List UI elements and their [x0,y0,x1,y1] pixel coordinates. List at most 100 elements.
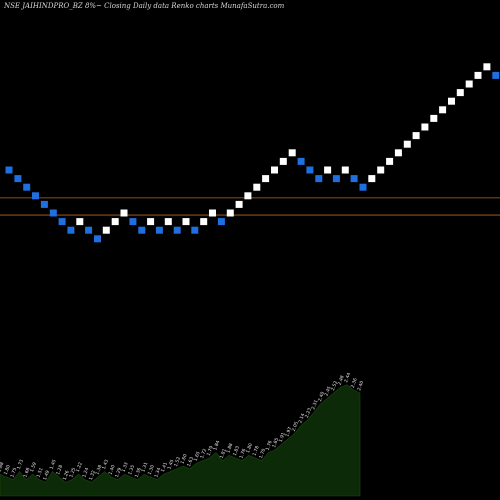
volume-label: 1.76 [238,448,247,460]
volume-label: 1.84 [212,440,221,452]
volume-label: 1.28 [55,464,64,476]
renko-brick-down [359,183,367,191]
volume-label: 2.05 [291,421,300,433]
volume-label: 1.83 [232,445,241,457]
renko-brick-down [217,218,225,226]
volume-label: 1.31 [140,461,149,473]
renko-brick-up [253,183,261,191]
renko-brick-down [32,192,39,200]
volume-area [0,384,361,497]
renko-brick-up [120,209,128,217]
volume-label: 1.43 [101,459,110,471]
volume-label: 2.44 [343,372,352,384]
renko-brick-down [49,209,57,217]
volume-label: 2.52 [330,380,339,392]
volume-label: 1.63 [186,456,195,468]
renko-brick-up [483,63,491,71]
volume-label: 1.59 [29,461,38,473]
volume-label: 1.49 [42,470,51,482]
volume-label: 2.48 [337,375,346,387]
volume-label: 2.14 [297,413,306,425]
volume-label: 2.36 [350,377,359,389]
volume-label: 1.38 [94,464,103,476]
volume-label: 1.35 [127,464,136,476]
volume-label: 1.76 [265,440,274,452]
renko-brick-up [111,218,119,226]
renko-brick-up [209,209,216,217]
volume-label: 1.22 [75,461,84,473]
renko-brick-down [67,226,75,234]
renko-brick-down [297,157,305,165]
renko-brick-down [138,226,146,234]
volume-label: 1.45 [166,459,175,471]
volume-label: 1.24 [81,467,90,479]
renko-brick-up [377,166,385,174]
renko-brick-up [226,209,234,217]
renko-brick-down [23,183,31,191]
renko-brick-up [271,166,278,174]
volume-label: 1.75 [9,467,18,479]
renko-bricks [5,63,500,243]
volume-label: 2.45 [324,385,333,397]
renko-brick-up [102,226,110,234]
volume-label: 1.60 [180,453,189,465]
chart-title: NSE JAIHINDPRO_BZ 8%~ Closing Daily data… [4,2,285,10]
renko-brick-up [200,218,208,226]
volume-label: 1.88 [0,461,5,473]
renko-brick-up [235,200,243,208]
renko-brick-down [173,226,181,234]
volume-label: 1.91 [278,432,287,444]
volume-label: 1.65 [193,451,202,463]
volume-label: 1.33 [121,461,130,473]
volume-area-shape [0,384,361,497]
volume-label: 1.70 [258,448,267,460]
renko-brick-up [368,175,376,183]
renko-brick-up [244,192,252,200]
renko-brick-down [14,175,22,183]
volume-label: 1.80 [245,442,254,454]
renko-brick-down [40,200,48,208]
renko-brick-down [191,226,199,234]
renko-brick-up [421,123,429,131]
volume-label: 2.31 [310,399,319,411]
volume-label: 1.32 [88,470,97,482]
renko-brick-up [182,218,190,226]
renko-brick-down [332,175,340,183]
renko-brick-down [58,218,66,226]
renko-brick-down [94,235,101,243]
volume-label: 2.40 [356,380,365,392]
renko-brick-up [341,166,349,174]
volume-label: 1.51 [36,467,45,479]
volume-label: 2.40 [317,391,326,403]
volume-label: 1.73 [16,459,25,471]
renko-brick-down [306,166,314,174]
renko-brick-down [85,226,93,234]
renko-brick-up [164,218,172,226]
volume-label: 1.72 [199,448,208,460]
volume-label: 1.34 [153,467,162,479]
renko-brick-down [5,166,13,174]
volume-label: 1.81 [219,448,228,460]
reference-lines [0,197,500,216]
renko-brick-up [448,97,455,105]
renko-brick-up [386,157,394,165]
volume-label: 1.40 [108,464,117,476]
volume-label: 1.30 [147,464,156,476]
volume-label: 1.26 [62,470,71,482]
renko-brick-down [492,71,500,79]
renko-brick-down [350,175,358,183]
renko-brick-up [262,175,270,183]
renko-brick-up [394,149,402,157]
volume-label: 1.79 [206,445,215,457]
volume-label: 1.29 [114,467,123,479]
volume-label: 1.85 [271,437,280,449]
renko-brick-up [412,132,420,140]
volume-label: 1.68 [22,467,31,479]
volume-label: 1.88 [225,442,234,454]
volume-labels: 1.88 1.80 1.751.731.681.591.511.49 1.45 1.28… [0,372,365,481]
volume-label: 2.23 [304,407,313,419]
renko-brick-down [155,226,163,234]
renko-brick-up [288,149,296,157]
